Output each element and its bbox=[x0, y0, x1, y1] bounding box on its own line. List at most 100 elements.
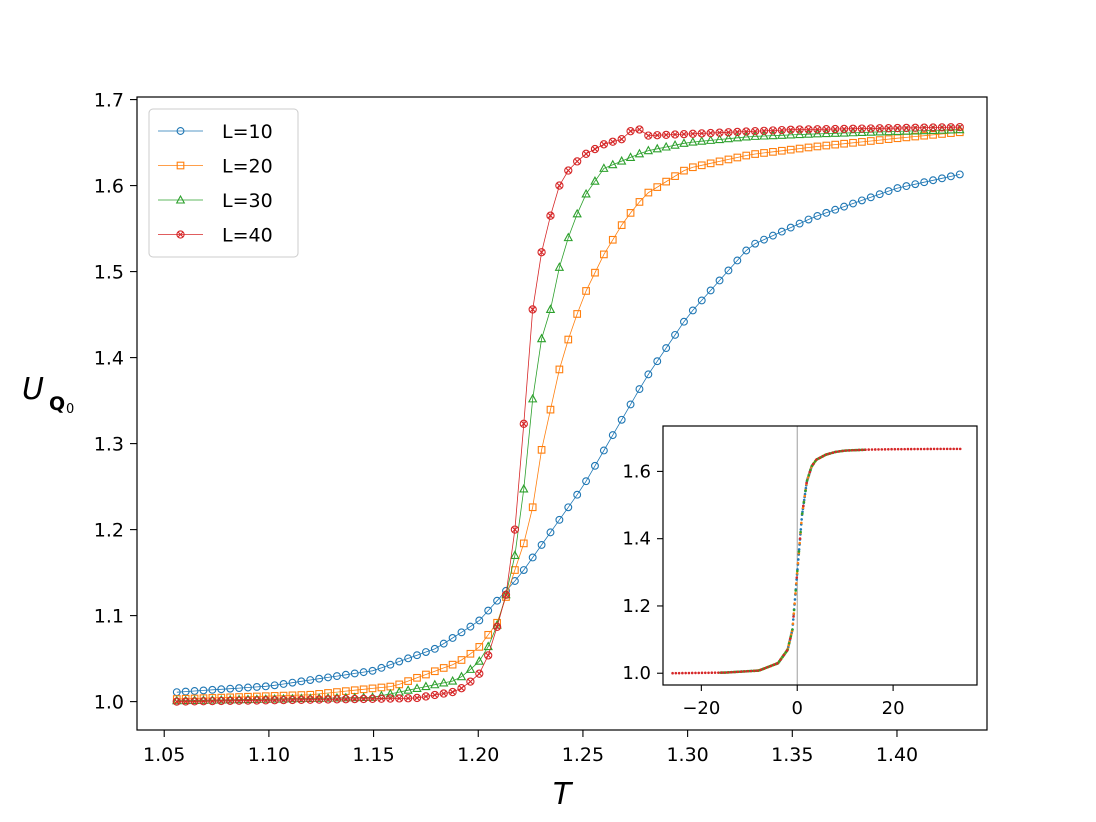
data-point bbox=[911, 132, 920, 141]
data-point-ring bbox=[217, 696, 226, 706]
data-point-backslash bbox=[387, 695, 394, 702]
data-point bbox=[635, 125, 644, 134]
data-point bbox=[190, 697, 199, 706]
data-point-ring bbox=[786, 125, 795, 134]
data-point bbox=[244, 683, 252, 692]
data-point-ring bbox=[350, 694, 359, 704]
data-point bbox=[475, 616, 484, 625]
svg-text:U: U bbox=[22, 372, 44, 407]
data-point-backslash bbox=[592, 146, 598, 152]
data-point-backslash bbox=[360, 696, 367, 702]
data-point bbox=[884, 187, 893, 196]
inset-point bbox=[769, 664, 772, 668]
data-point bbox=[368, 666, 377, 675]
data-point bbox=[902, 182, 911, 191]
data-point-backslash bbox=[787, 126, 794, 133]
data-point bbox=[911, 180, 920, 189]
data-point-ring bbox=[510, 525, 520, 534]
data-point-ring bbox=[831, 124, 840, 134]
data-point bbox=[430, 644, 439, 653]
inset-point bbox=[818, 456, 821, 460]
legend-marker bbox=[176, 230, 185, 239]
data-point-backslash bbox=[761, 127, 767, 134]
y-tick-label: 1.0 bbox=[94, 692, 124, 714]
inset-point bbox=[787, 643, 791, 647]
data-point-ring bbox=[555, 181, 564, 190]
data-point bbox=[741, 131, 751, 141]
data-point bbox=[849, 138, 857, 147]
data-point bbox=[404, 654, 413, 663]
data-point bbox=[831, 140, 840, 149]
data-point bbox=[786, 223, 795, 232]
inset-point bbox=[867, 448, 871, 451]
data-point-backslash bbox=[921, 124, 928, 131]
inset-point bbox=[796, 569, 799, 573]
legend-entry: L=30 bbox=[158, 190, 273, 212]
data-point bbox=[608, 235, 617, 244]
data-point bbox=[671, 172, 679, 180]
data-point bbox=[751, 150, 759, 158]
data-point bbox=[750, 127, 760, 136]
data-point-backslash bbox=[431, 692, 438, 698]
data-point bbox=[537, 540, 546, 549]
inset-point bbox=[903, 447, 906, 451]
data-point-ring bbox=[546, 211, 555, 220]
data-point-backslash bbox=[912, 124, 919, 131]
legend-box bbox=[148, 108, 299, 258]
data-point bbox=[591, 268, 599, 277]
inset-point bbox=[841, 449, 844, 453]
data-point bbox=[643, 145, 654, 155]
data-point-ring bbox=[208, 696, 217, 706]
data-point bbox=[226, 696, 235, 705]
data-point-backslash bbox=[930, 124, 936, 131]
data-point bbox=[616, 155, 627, 165]
inset-point bbox=[733, 670, 736, 674]
data-point bbox=[617, 221, 626, 229]
inset-point bbox=[799, 530, 802, 534]
data-point bbox=[795, 125, 804, 134]
inset-point bbox=[674, 671, 678, 675]
data-point bbox=[857, 124, 867, 133]
data-point bbox=[457, 656, 466, 664]
inset-point bbox=[710, 671, 714, 675]
data-point bbox=[341, 670, 350, 679]
data-point bbox=[750, 131, 760, 140]
data-point-ring bbox=[875, 124, 884, 133]
data-point bbox=[288, 695, 297, 705]
data-point bbox=[483, 641, 493, 651]
data-point bbox=[555, 181, 564, 190]
inset-point bbox=[831, 451, 835, 454]
inset-point bbox=[797, 558, 800, 561]
legend-entry: L=20 bbox=[158, 156, 273, 178]
inset-point bbox=[793, 598, 797, 601]
y-tick-label: 1.5 bbox=[94, 262, 124, 284]
data-point bbox=[572, 208, 582, 218]
data-point-ring bbox=[377, 694, 386, 703]
data-point bbox=[742, 246, 751, 255]
inset-point bbox=[952, 447, 955, 451]
data-point bbox=[866, 124, 875, 133]
data-point-ring bbox=[768, 126, 778, 135]
data-point-backslash bbox=[289, 697, 296, 703]
inset-point bbox=[803, 492, 807, 496]
data-point-backslash bbox=[271, 697, 278, 704]
data-point-ring bbox=[795, 125, 804, 134]
data-point bbox=[297, 695, 306, 704]
y-axis-title: U Q 0 bbox=[22, 372, 74, 417]
data-point-ring bbox=[386, 694, 395, 703]
data-point-ring bbox=[564, 166, 573, 175]
data-point bbox=[270, 681, 279, 690]
inset-point bbox=[798, 541, 801, 545]
inset-point bbox=[828, 452, 831, 455]
inset-point bbox=[958, 447, 962, 451]
series-L-40 bbox=[172, 122, 964, 706]
data-point-ring bbox=[911, 123, 920, 132]
data-point bbox=[519, 566, 528, 574]
inset-point bbox=[791, 628, 794, 631]
data-point bbox=[733, 256, 742, 265]
data-point-ring bbox=[590, 144, 600, 154]
data-point bbox=[786, 145, 795, 154]
data-point bbox=[172, 697, 181, 706]
inset-point bbox=[926, 447, 929, 451]
data-point bbox=[181, 697, 190, 706]
